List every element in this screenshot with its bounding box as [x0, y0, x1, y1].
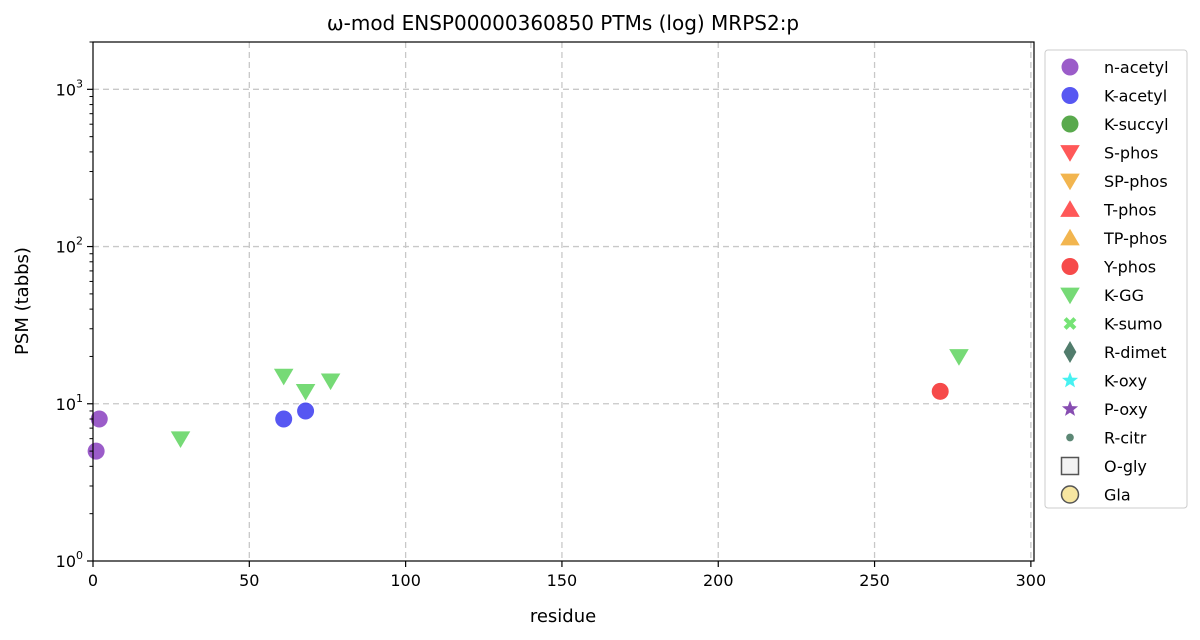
legend-marker	[1060, 145, 1080, 162]
y-tick-label: 102	[56, 235, 83, 257]
legend-marker	[1063, 317, 1077, 330]
chart-title: ω-mod ENSP00000360850 PTMs (log) MRPS2:p	[327, 11, 799, 35]
legend-marker	[1060, 485, 1080, 504]
legend-label: P-oxy	[1104, 400, 1148, 419]
legend-label: Y-phos	[1103, 258, 1156, 277]
legend-marker	[1061, 372, 1079, 388]
plot-area-frame	[92, 41, 1035, 562]
legend-marker	[1063, 340, 1077, 364]
y-tick-label: 103	[56, 77, 83, 99]
legend-label: R-citr	[1104, 429, 1147, 448]
legend-marker	[1060, 200, 1080, 217]
y-axis-label: PSM (tabbs)	[12, 247, 33, 355]
legend-marker	[1060, 173, 1080, 191]
legend-marker	[1060, 456, 1080, 476]
legend: n-acetyl K-acetyl K-succyl S-phos SP-phos T-p…	[1044, 49, 1188, 509]
legend-label: SP-phos	[1104, 172, 1168, 191]
data-point	[297, 402, 315, 420]
legend-marker	[1061, 400, 1079, 416]
legend-label: K-sumo	[1104, 315, 1162, 334]
data-point	[949, 349, 969, 366]
x-tick-label: 250	[859, 571, 890, 590]
data-point	[320, 373, 341, 391]
x-tick-label: 100	[390, 571, 421, 590]
data-point	[170, 431, 191, 448]
y-tick-label: 101	[56, 392, 83, 414]
x-tick-label: 300	[1016, 571, 1047, 590]
legend-label: O-gly	[1104, 457, 1147, 476]
legend-label: K-acetyl	[1104, 87, 1167, 106]
legend-label: S-phos	[1104, 144, 1158, 163]
legend-label: K-GG	[1104, 286, 1144, 305]
axis-ticks: 0 50 100 150 200 250 300 100 101 102 103	[56, 41, 1047, 590]
y-tick-label: 100	[56, 549, 83, 571]
data-point	[295, 383, 316, 401]
legend-marker	[1060, 228, 1080, 246]
legend-label: R-dimet	[1104, 343, 1167, 362]
data-point	[931, 382, 949, 400]
legend-marker	[1060, 287, 1080, 305]
legend-label: n-acetyl	[1104, 58, 1169, 77]
legend-frame	[1044, 49, 1188, 509]
x-tick-label: 200	[703, 571, 734, 590]
x-tick-label: 0	[88, 571, 98, 590]
data-point	[87, 442, 105, 460]
legend-label: T-phos	[1103, 201, 1157, 220]
legend-label: TP-phos	[1103, 229, 1167, 248]
legend-label: Gla	[1104, 486, 1131, 505]
x-tick-label: 50	[239, 571, 259, 590]
data-points	[87, 349, 969, 460]
grid-lines	[93, 42, 1034, 561]
x-tick-label: 150	[547, 571, 578, 590]
legend-marker	[1061, 258, 1079, 275]
legend-marker	[1061, 115, 1079, 133]
data-point	[90, 410, 108, 428]
legend-marker	[1061, 58, 1079, 76]
data-point	[275, 410, 293, 428]
data-point	[273, 368, 294, 386]
legend-marker	[1066, 433, 1074, 442]
legend-label: K-oxy	[1104, 372, 1147, 391]
legend-marker	[1061, 87, 1079, 104]
x-axis-label: residue	[530, 606, 596, 627]
legend-label: K-succyl	[1104, 115, 1169, 134]
